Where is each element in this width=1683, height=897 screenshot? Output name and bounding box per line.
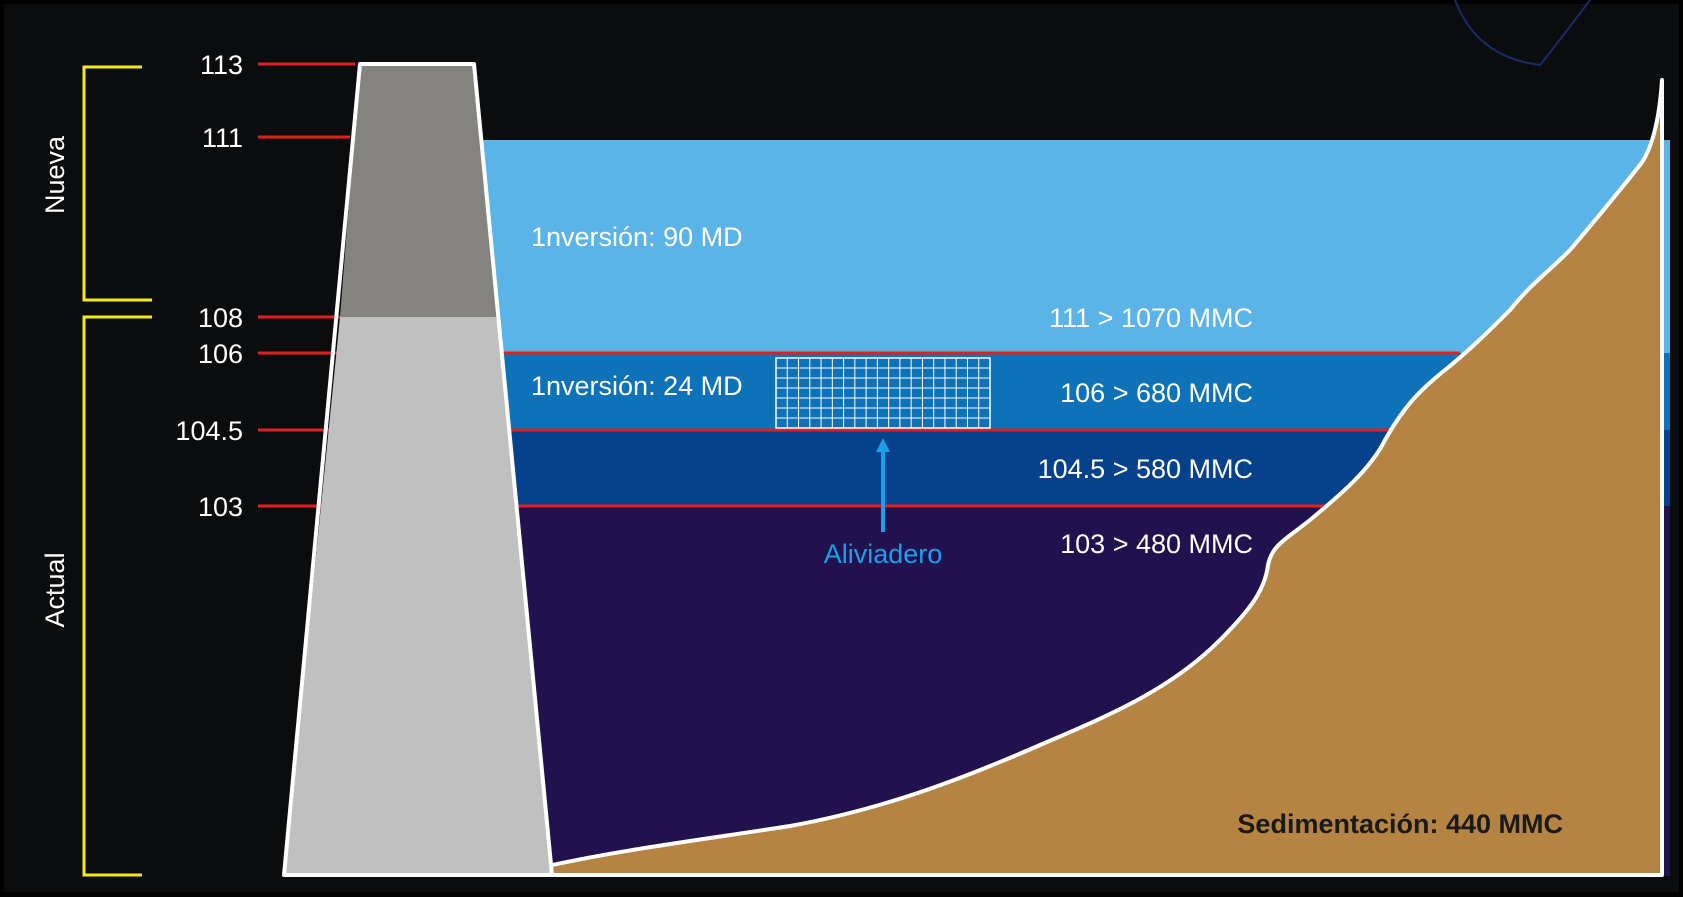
sediment-terrain [546,78,1664,877]
investment-upper: 1nversión: 90 MD [531,222,743,252]
elevation-104-5: 104.5 [175,416,243,446]
decorative-curve [1454,0,1591,67]
capacity-103: 103 > 480 MMC [1060,529,1253,559]
dam-lower [284,317,552,875]
label-actual: Actual [40,552,70,627]
label-nueva: Nueva [40,135,70,214]
bracket-actual [82,315,152,877]
capacity-104-5: 104.5 > 580 MMC [1038,454,1253,484]
elevation-106: 106 [198,339,243,369]
dam-upper [340,64,498,317]
spillway-grid [775,357,991,429]
elevation-111: 111 [202,123,243,153]
dam-outline [282,62,554,877]
investment-lower: 1nversión: 24 MD [531,371,743,401]
elevation-113: 113 [200,50,243,80]
bracket-nueva [82,65,152,302]
sediment-label: Sedimentación: 440 MMC [1237,809,1563,839]
capacity-111: 111 > 1070 MMC [1049,303,1253,333]
capacity-106: 106 > 680 MMC [1060,378,1253,408]
spillway-label: Aliviadero [824,539,943,569]
elevation-103: 103 [198,492,243,522]
elevation-108: 108 [198,303,243,333]
spillway-arrow-head [876,438,890,452]
water-layer-top [470,140,1670,353]
